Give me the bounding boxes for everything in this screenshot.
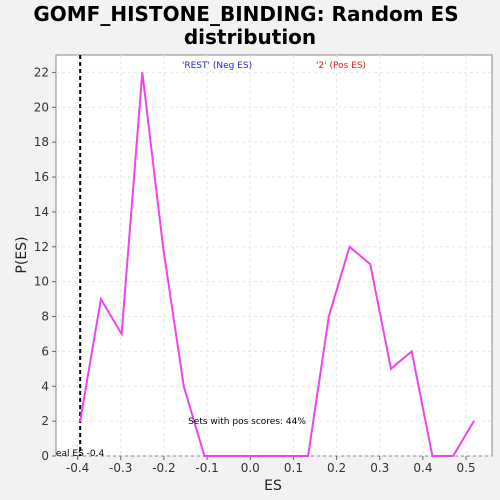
x-tick-label: -0.2 <box>152 461 175 475</box>
data-point <box>79 420 81 422</box>
x-tick-label: 0.3 <box>370 461 389 475</box>
x-tick-label: 0.4 <box>413 461 432 475</box>
y-tick-label: 22 <box>34 65 49 79</box>
data-point <box>100 298 102 300</box>
x-axis-label: ES <box>264 478 282 494</box>
chart-title-line-1: GOMF_HISTONE_BINDING: Random ES <box>33 2 458 26</box>
x-tick-label: -0.3 <box>109 461 132 475</box>
data-point <box>141 71 144 74</box>
x-axis-ticks: -0.4 -0.3 -0.2 -0.1 0.0 0.1 0.2 0.3 0.4 0.5 <box>66 456 476 475</box>
pos-score-annotation: Sets with pos scores: 44% <box>188 417 306 427</box>
x-tick-label: 0.2 <box>327 461 346 475</box>
plot-area <box>55 54 493 457</box>
y-tick-label: 20 <box>34 100 49 114</box>
y-tick-label: 0 <box>41 449 49 463</box>
y-axis-ticks: 0 2 4 6 8 10 12 14 16 18 20 22 <box>34 65 56 463</box>
real-es-label: eal ES -0.4 <box>56 449 105 459</box>
y-tick-label: 14 <box>34 205 49 219</box>
y-tick-label: 6 <box>41 344 49 358</box>
legend-pos-es: '2' (Pos ES) <box>316 61 366 71</box>
y-tick-label: 18 <box>34 135 49 149</box>
y-axis-label: P(ES) <box>14 236 30 273</box>
legend-neg-es: 'REST' (Neg ES) <box>182 61 252 71</box>
data-point <box>224 455 227 457</box>
data-point <box>390 368 392 370</box>
data-point <box>431 455 434 457</box>
data-point <box>410 350 413 353</box>
data-point <box>369 263 372 266</box>
data-point <box>473 420 475 422</box>
y-tick-label: 4 <box>41 379 49 393</box>
data-point <box>452 455 454 457</box>
y-tick-label: 2 <box>41 414 49 428</box>
series-lines <box>79 71 475 457</box>
data-point <box>203 455 206 457</box>
x-tick-label: -0.4 <box>66 461 89 475</box>
data-point <box>120 333 123 335</box>
y-tick-label: 10 <box>34 275 49 289</box>
series-line <box>79 72 475 457</box>
data-point <box>328 315 330 318</box>
data-point <box>286 455 289 457</box>
grid-lines <box>56 55 492 457</box>
data-point <box>348 245 351 248</box>
chart-title-line-2: distribution <box>184 25 316 49</box>
y-tick-label: 16 <box>34 170 49 184</box>
data-point <box>265 455 268 457</box>
data-point <box>245 455 247 457</box>
data-point <box>162 245 164 248</box>
data-point <box>307 455 309 457</box>
x-tick-label: 0.0 <box>241 461 260 475</box>
y-tick-label: 12 <box>34 240 49 254</box>
x-tick-label: 0.1 <box>284 461 303 475</box>
x-tick-label: -0.1 <box>195 461 218 475</box>
x-tick-label: 0.5 <box>457 461 476 475</box>
y-tick-label: 8 <box>41 310 49 324</box>
data-point <box>182 385 185 388</box>
